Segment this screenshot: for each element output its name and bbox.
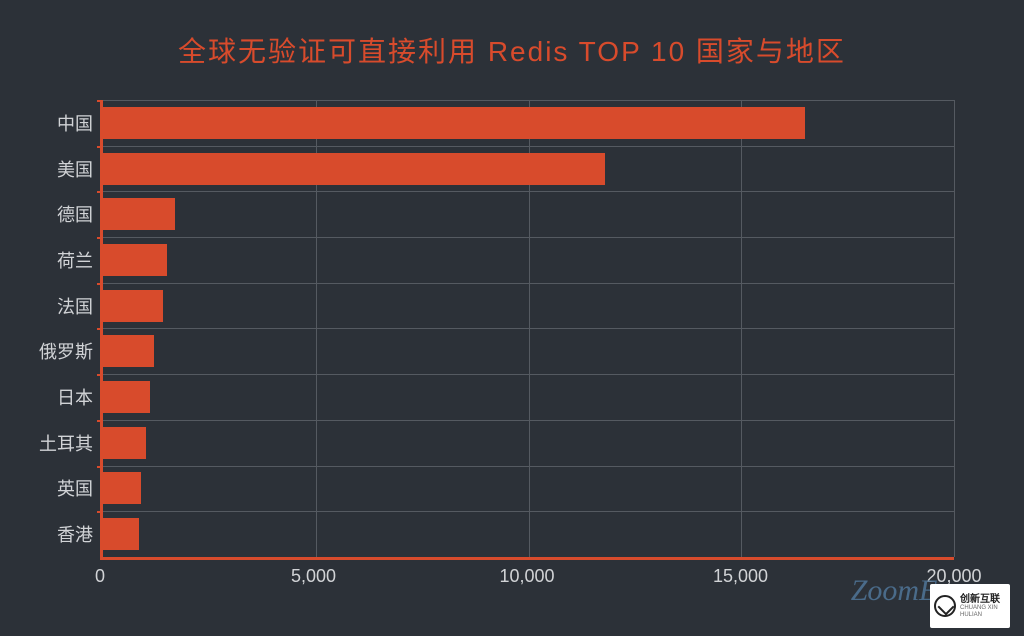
bar: [103, 153, 605, 185]
x-tick-label: 15,000: [713, 566, 768, 587]
plot: 中国美国德国荷兰法国俄罗斯日本土耳其英国香港 05,00010,00015,00…: [100, 100, 954, 590]
bar: [103, 472, 141, 504]
y-tick-mark: [97, 237, 103, 239]
bar: [103, 107, 805, 139]
y-tick-label: 土耳其: [39, 430, 93, 456]
row-separator: [103, 328, 954, 329]
y-tick-mark: [97, 511, 103, 513]
logo-icon: [934, 595, 956, 617]
y-tick-label: 日本: [57, 384, 93, 410]
x-axis-ticks: 05,00010,00015,00020,000: [100, 560, 954, 590]
bar: [103, 518, 139, 550]
y-tick-mark: [97, 283, 103, 285]
logo-text-wrap: 创新互联 CHUANG XIN HULIAN: [960, 594, 1006, 618]
logo-sub: CHUANG XIN HULIAN: [960, 605, 1006, 618]
bar: [103, 244, 167, 276]
row-separator: [103, 191, 954, 192]
row-separator: [103, 146, 954, 147]
bar-row: 日本: [103, 374, 954, 420]
y-tick-label: 英国: [57, 475, 93, 501]
y-tick-mark: [97, 374, 103, 376]
bar-row: 美国: [103, 146, 954, 192]
bar-row: 德国: [103, 191, 954, 237]
plot-area: 中国美国德国荷兰法国俄罗斯日本土耳其英国香港: [100, 100, 954, 560]
chart-title: 全球无验证可直接利用 Redis TOP 10 国家与地区: [40, 20, 984, 100]
bar-row: 香港: [103, 511, 954, 557]
row-separator: [103, 511, 954, 512]
x-tick-label: 0: [95, 566, 105, 587]
row-separator: [103, 374, 954, 375]
row-separator: [103, 100, 954, 101]
x-tick-label: 10,000: [499, 566, 554, 587]
y-tick-label: 法国: [57, 293, 93, 319]
y-tick-label: 香港: [57, 521, 93, 547]
bar: [103, 427, 146, 459]
bar: [103, 381, 150, 413]
y-tick-mark: [97, 146, 103, 148]
bar: [103, 290, 163, 322]
bar-row: 荷兰: [103, 237, 954, 283]
brand-logo: 创新互联 CHUANG XIN HULIAN: [930, 584, 1010, 628]
bar-row: 土耳其: [103, 420, 954, 466]
chart-container: 全球无验证可直接利用 Redis TOP 10 国家与地区 中国美国德国荷兰法国…: [0, 0, 1024, 636]
x-tick-label: 5,000: [291, 566, 336, 587]
bar-row: 中国: [103, 100, 954, 146]
bar-row: 英国: [103, 466, 954, 512]
y-tick-label: 中国: [57, 110, 93, 136]
y-tick-mark: [97, 328, 103, 330]
y-tick-label: 荷兰: [57, 247, 93, 273]
gridline: [954, 100, 955, 557]
bar-row: 法国: [103, 283, 954, 329]
y-tick-label: 美国: [57, 156, 93, 182]
bar: [103, 335, 154, 367]
y-tick-mark: [97, 466, 103, 468]
y-tick-mark: [97, 420, 103, 422]
y-tick-mark: [97, 191, 103, 193]
row-separator: [103, 283, 954, 284]
bar-row: 俄罗斯: [103, 328, 954, 374]
y-tick-label: 俄罗斯: [39, 338, 93, 364]
bar: [103, 198, 175, 230]
logo-main: 创新互联: [960, 594, 1006, 605]
row-separator: [103, 466, 954, 467]
row-separator: [103, 237, 954, 238]
row-separator: [103, 420, 954, 421]
y-tick-label: 德国: [57, 201, 93, 227]
y-tick-mark: [97, 100, 103, 102]
